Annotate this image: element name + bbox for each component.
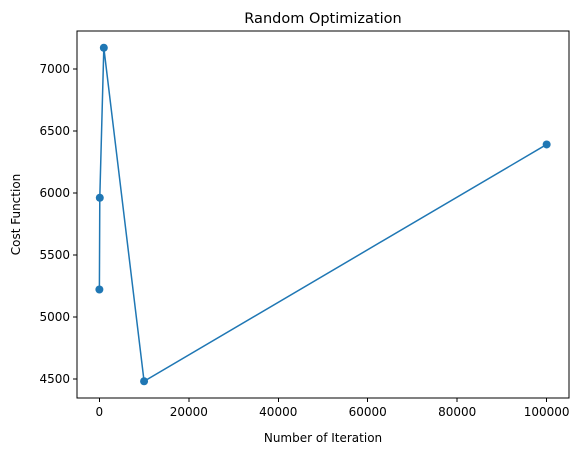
y-tick-label: 5500 [39,248,70,262]
data-point [542,140,551,149]
x-tick-label: 40000 [259,405,297,419]
y-tick-label: 4500 [39,372,70,386]
x-axis-ticks: 0 20000 40000 60000 80000 100000 [96,398,570,419]
y-tick-label: 6500 [39,124,70,138]
chart-title: Random Optimization [244,11,401,27]
y-tick-label: 5000 [39,310,70,324]
x-axis-label: Number of Iteration [264,431,382,445]
y-axis-label: Cost Function [9,174,23,256]
data-point [95,193,104,202]
y-tick-label: 6000 [39,186,70,200]
x-tick-label: 100000 [524,405,570,419]
x-tick-label: 0 [96,405,104,419]
x-tick-label: 80000 [438,405,476,419]
y-axis-ticks: 4500 5000 5500 6000 6500 7000 [39,62,77,386]
plot-frame [76,30,570,399]
data-point [140,377,149,386]
plot-area [76,30,570,399]
series-line [98,47,548,383]
data-point [95,285,104,294]
y-tick-label: 7000 [39,62,70,76]
x-tick-label: 20000 [170,405,208,419]
data-point [99,43,108,52]
x-tick-label: 60000 [349,405,387,419]
